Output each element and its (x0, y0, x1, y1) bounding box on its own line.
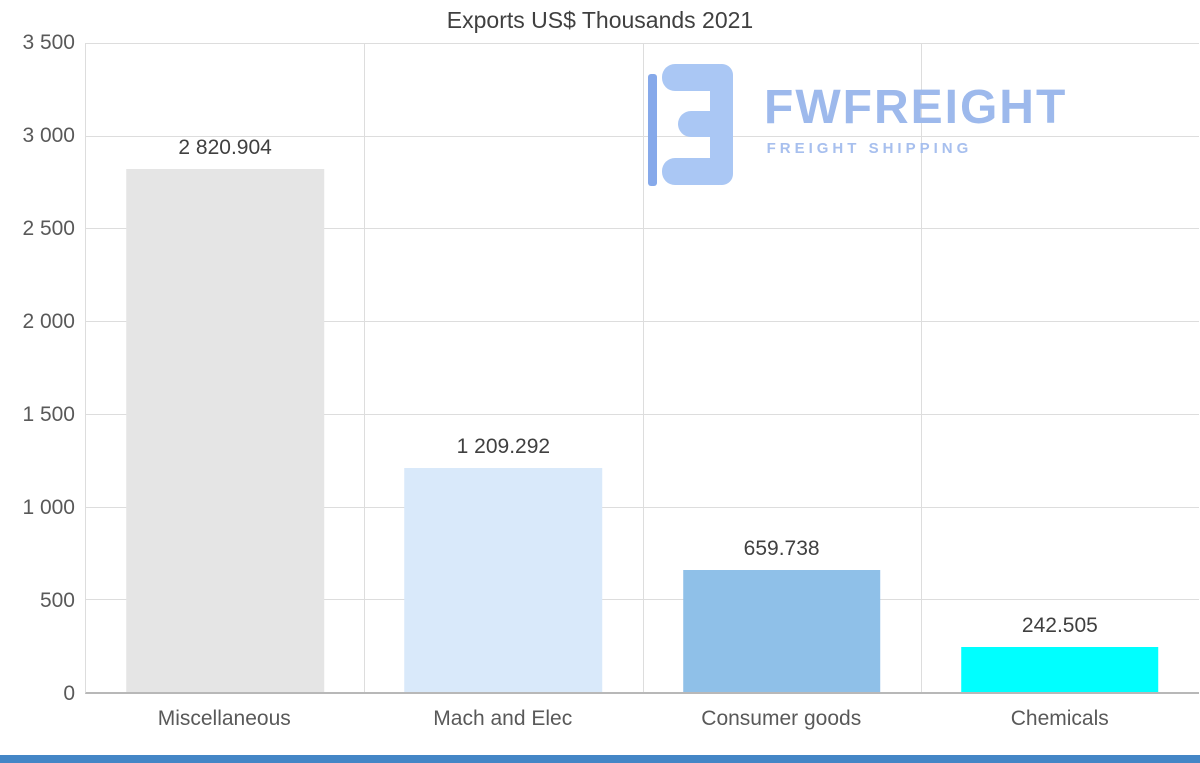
plot-area: 2 820.904 1 209.292 659.738 242.505 (85, 43, 1199, 694)
y-tick-label: 0 (63, 682, 75, 705)
y-tick-label: 1 000 (22, 496, 75, 519)
logo: FWFREIGHT FREIGHT SHIPPING (648, 64, 1067, 186)
x-axis: Miscellaneous Mach and Elec Consumer goods… (85, 707, 1199, 731)
bar-slot: 242.505 (921, 43, 1199, 692)
bar-mach-and-elec (404, 467, 603, 692)
gridline-vertical (364, 43, 366, 692)
x-category-label: Miscellaneous (157, 707, 291, 730)
bar-slot: 1 209.292 (364, 43, 642, 692)
bar-value-label: 2 820.904 (178, 135, 272, 159)
x-category-label: Chemicals (1010, 707, 1109, 730)
bar-value-label: 659.738 (743, 536, 820, 560)
x-category-label: Consumer goods (701, 707, 862, 730)
bar-value-label: 1 209.292 (456, 434, 551, 458)
bar-miscellaneous (126, 168, 324, 692)
bottom-brand-strip (0, 755, 1200, 763)
y-tick-label: 3 000 (22, 124, 75, 147)
gridline-vertical (920, 43, 922, 692)
y-tick-label: 1 500 (22, 403, 75, 426)
bar-slot: 2 820.904 (86, 43, 364, 692)
bar-value-label: 242.505 (1021, 614, 1098, 638)
bar-consumer-goods (682, 569, 881, 692)
x-category-label: Mach and Elec (433, 707, 573, 730)
logo-text: FWFREIGHT FREIGHT SHIPPING (764, 64, 1068, 158)
y-axis: 0 500 1 000 1 500 2 000 2 500 3 000 3 500 (0, 31, 75, 705)
chart-title: Exports US$ Thousands 2021 (446, 7, 754, 33)
logo-wordmark: FWFREIGHT (764, 81, 1068, 134)
y-tick-label: 3 500 (22, 31, 75, 54)
y-tick-label: 2 500 (22, 217, 75, 240)
y-tick-label: 500 (39, 589, 75, 612)
bar-slot: 659.738 (643, 43, 921, 692)
logo-icon (648, 64, 733, 186)
bar-chemicals (961, 647, 1159, 692)
gridline-vertical (642, 43, 644, 692)
logo-tagline: FREIGHT SHIPPING (766, 140, 973, 157)
y-tick-label: 2 000 (22, 310, 75, 333)
